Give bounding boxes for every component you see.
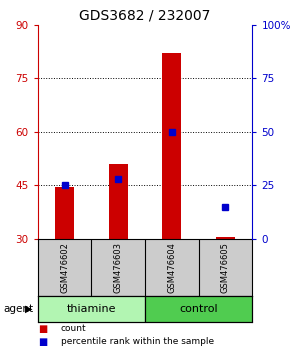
Bar [55,187,74,239]
Text: ▶: ▶ [25,304,32,314]
Bar [109,164,128,239]
Text: GSM476605: GSM476605 [221,242,230,293]
Bar [38,296,145,322]
Text: agent: agent [3,304,33,314]
Bar [145,296,252,322]
Text: thiamine: thiamine [67,304,116,314]
Text: percentile rank within the sample: percentile rank within the sample [61,337,214,346]
Text: ■: ■ [38,337,47,347]
Text: GSM476603: GSM476603 [114,242,123,293]
Text: ■: ■ [38,324,47,334]
Text: GSM476604: GSM476604 [167,242,176,293]
Bar [216,237,235,239]
Text: GSM476602: GSM476602 [60,242,69,293]
Bar [162,53,181,239]
Title: GDS3682 / 232007: GDS3682 / 232007 [79,8,211,22]
Text: control: control [179,304,218,314]
Text: count: count [61,324,86,333]
